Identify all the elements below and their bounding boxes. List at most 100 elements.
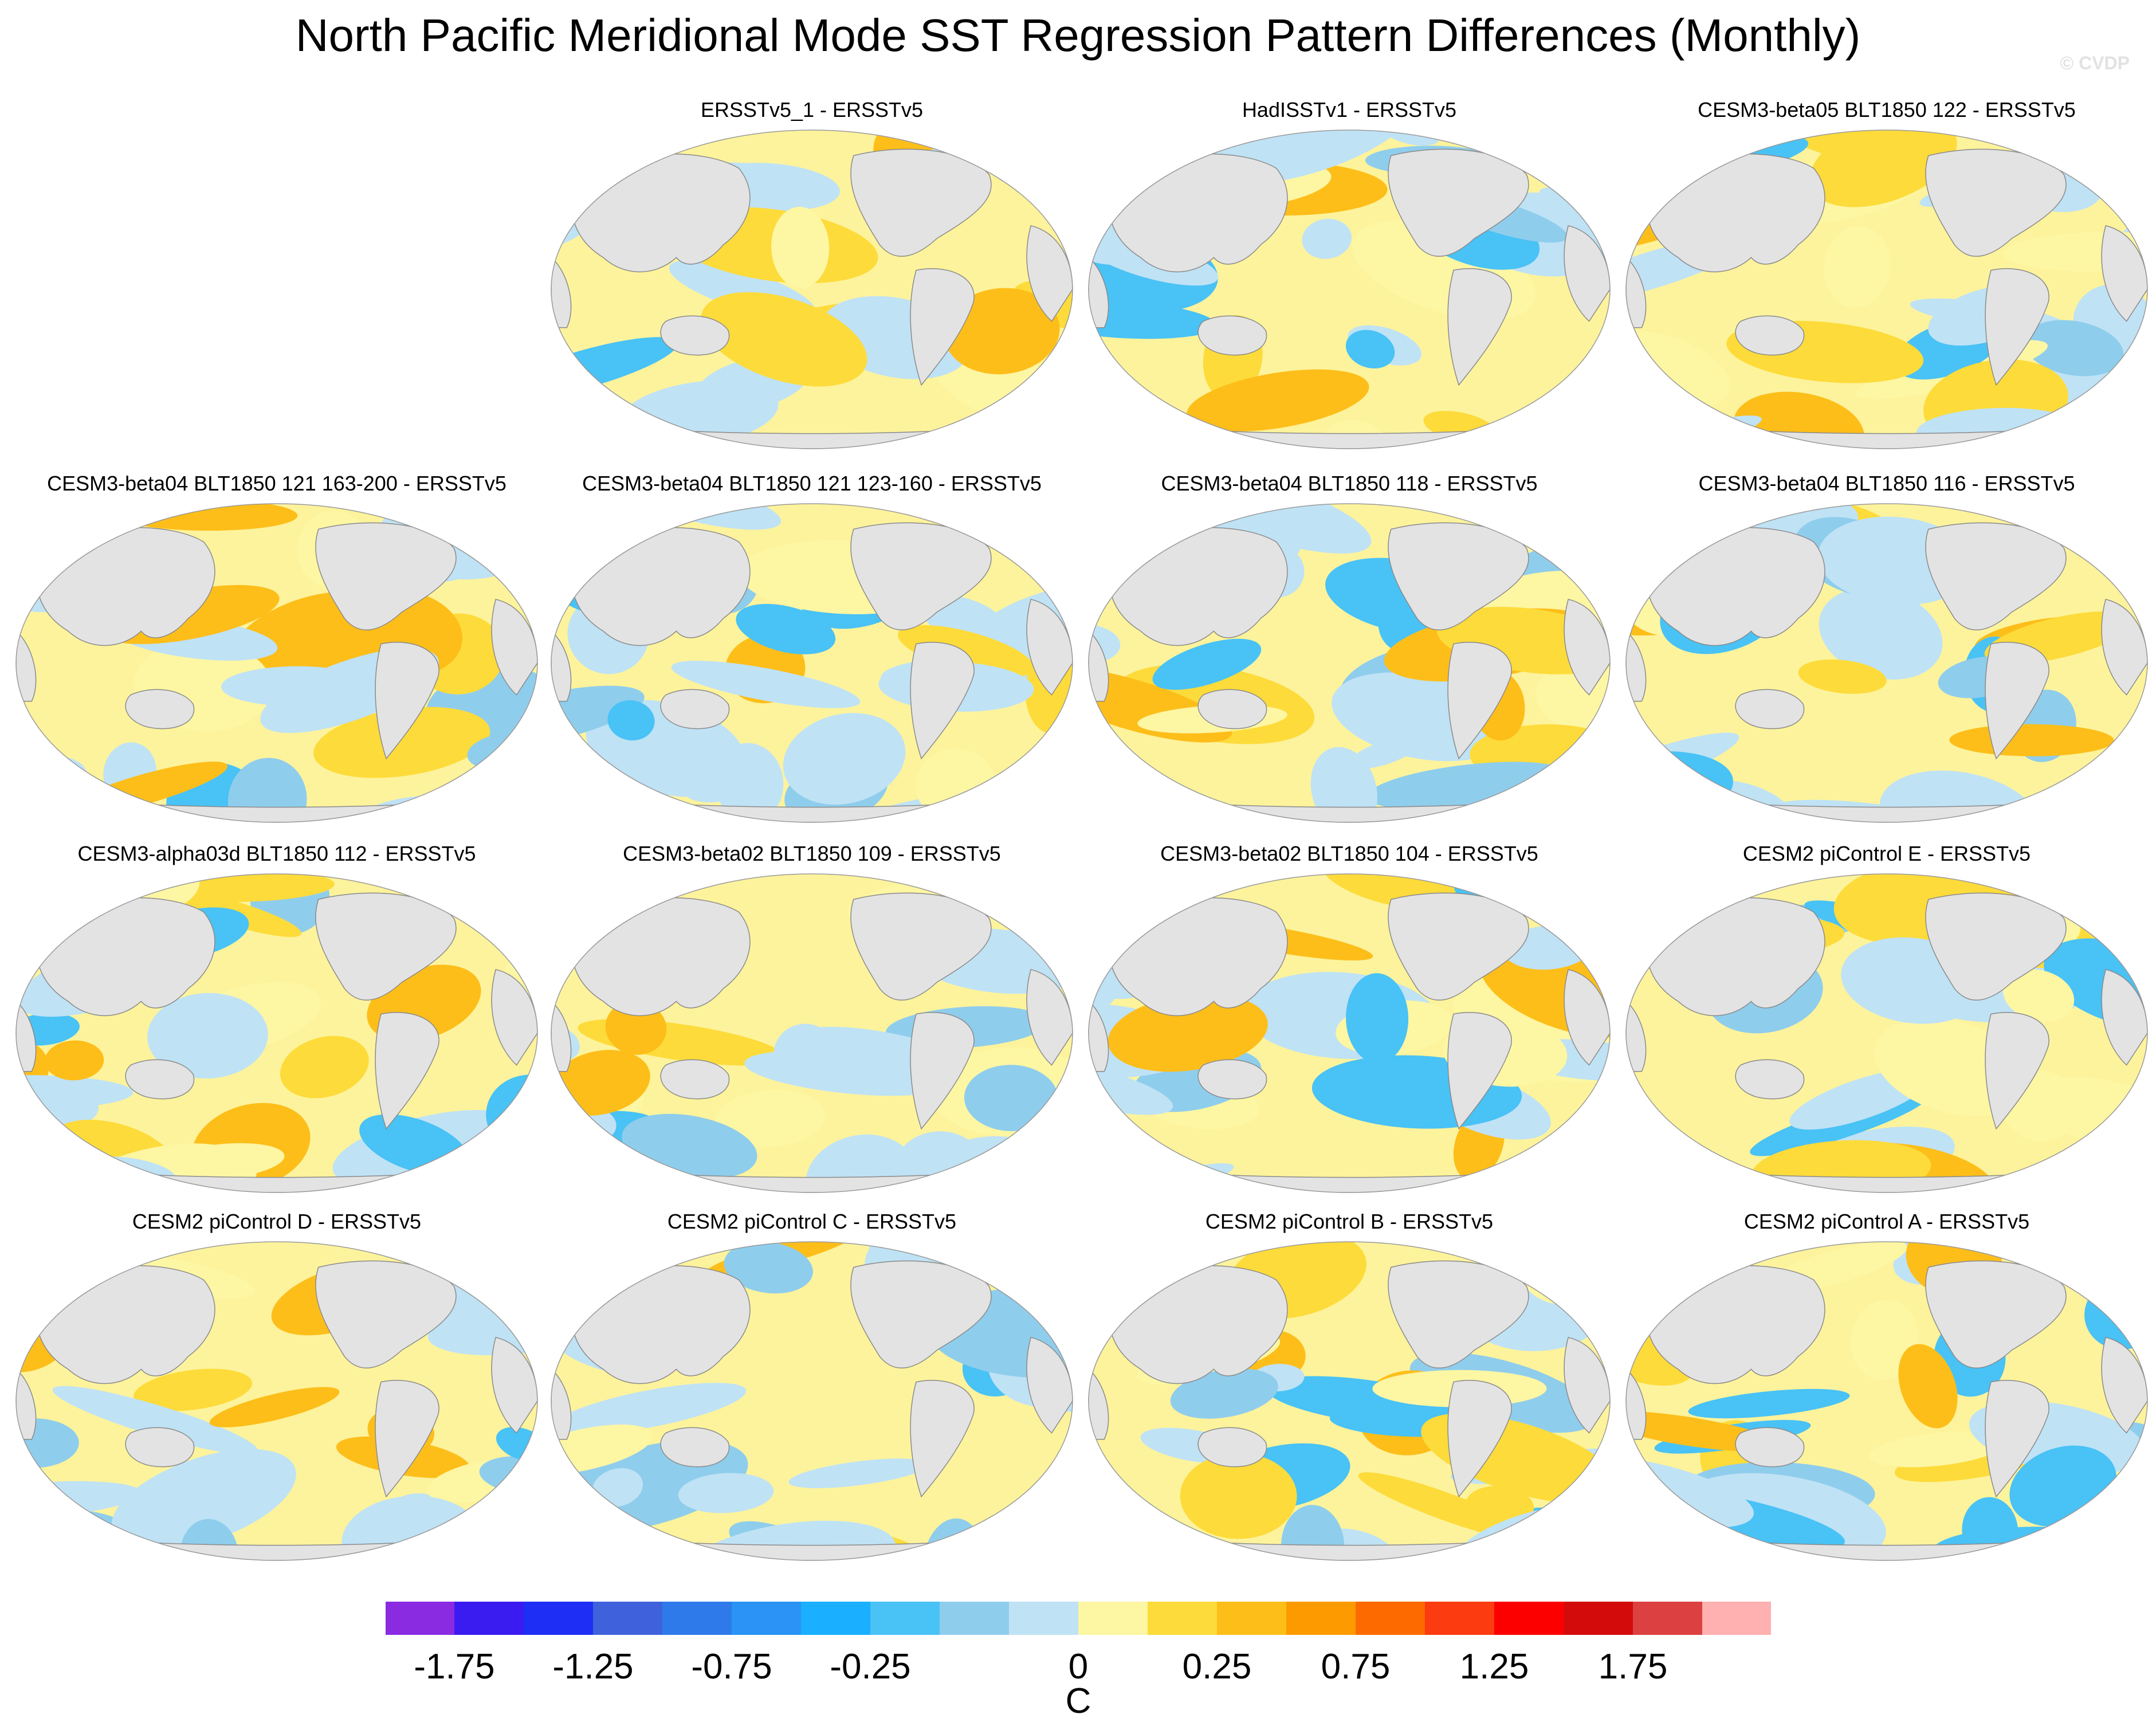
panel-title: CESM3-beta05 BLT1850 122 - ERSSTv5 bbox=[1698, 98, 2076, 121]
anomaly-contour bbox=[1152, 638, 1262, 690]
anomaly-contour bbox=[788, 1458, 928, 1488]
anomaly-contour bbox=[1688, 1388, 1850, 1419]
colorbar-swatches bbox=[385, 1601, 1772, 1635]
anomaly-contour bbox=[1108, 994, 1268, 1072]
panel-title: CESM3-beta04 BLT1850 121 163-200 - ERSST… bbox=[47, 472, 506, 495]
anomaly-contour bbox=[1089, 1057, 1173, 1115]
anomaly-contour bbox=[1210, 130, 1415, 184]
map-border bbox=[1088, 130, 1611, 449]
colorbar-swatch bbox=[1356, 1601, 1425, 1635]
anomaly-contour bbox=[1187, 369, 1369, 432]
anomaly-contour bbox=[147, 993, 268, 1079]
land-mass bbox=[1626, 1368, 1647, 1440]
colorbar-swatch bbox=[1494, 1601, 1564, 1635]
anomaly-contour bbox=[1869, 1431, 2006, 1468]
anomaly-contour bbox=[551, 1424, 653, 1475]
colorbar-units: C bbox=[1065, 1681, 1091, 1721]
colorbar-tick-label: -0.25 bbox=[830, 1647, 911, 1686]
land-mass bbox=[2101, 968, 2147, 1066]
land-mass bbox=[1089, 256, 1109, 328]
colorbar-labels: -1.75 -1.25 -0.75 -0.25 0 0.25 0.75 1.25 1.75 bbox=[385, 1647, 1772, 1693]
land-mass bbox=[660, 315, 730, 356]
anomaly-contour bbox=[111, 1449, 296, 1550]
colorbar-swatch bbox=[940, 1601, 1010, 1635]
panel-title: CESM3-beta04 BLT1850 121 123-160 - ERSST… bbox=[582, 472, 1042, 495]
colorbar-swatch bbox=[385, 1601, 455, 1635]
land-mass bbox=[910, 1380, 975, 1498]
anomaly-contour bbox=[1180, 1453, 1297, 1539]
world-map bbox=[551, 503, 1073, 823]
land-mass bbox=[1447, 642, 1512, 760]
land-mass bbox=[315, 522, 457, 631]
land-mass bbox=[1925, 1260, 2067, 1369]
colorbar-swatch bbox=[1078, 1601, 1148, 1635]
land-mass bbox=[16, 630, 37, 702]
land-mass bbox=[1388, 522, 1529, 631]
anomaly-contour bbox=[607, 700, 655, 741]
land-mass bbox=[1197, 315, 1267, 356]
anomaly-contour bbox=[1089, 803, 1209, 822]
land-mass bbox=[1985, 1012, 2049, 1130]
land-mass bbox=[1626, 256, 1647, 328]
land-mass bbox=[850, 1260, 992, 1369]
land-mass bbox=[1197, 689, 1267, 729]
anomaly-contour bbox=[551, 1517, 646, 1560]
map-border bbox=[1088, 873, 1611, 1193]
land-mass bbox=[1985, 642, 2049, 760]
map-border bbox=[1088, 503, 1611, 823]
map-panel: CESM3-beta04 BLT1850 116 - ERSSTv5 bbox=[1620, 471, 2153, 832]
anomaly-contour bbox=[551, 685, 645, 749]
colorbar-swatch bbox=[1009, 1601, 1079, 1635]
anomaly-contour bbox=[552, 1383, 747, 1435]
land-mass bbox=[850, 148, 992, 257]
anomaly-contour bbox=[1043, 1521, 1073, 1558]
colorbar-swatch bbox=[1702, 1601, 1772, 1635]
colorbar-swatch bbox=[524, 1601, 594, 1635]
colorbar-tick-label: 0.25 bbox=[1182, 1647, 1252, 1686]
anomaly-contour bbox=[1798, 659, 1887, 694]
land-mass bbox=[1026, 598, 1073, 696]
anomaly-contour bbox=[1824, 226, 1891, 308]
anomaly-contour bbox=[783, 713, 906, 805]
anomaly-contour bbox=[714, 1089, 826, 1148]
colorbar-swatch bbox=[593, 1601, 663, 1635]
land-mass bbox=[551, 1368, 572, 1440]
land-mass bbox=[1564, 598, 1610, 696]
map-panel: CESM3-beta05 BLT1850 122 - ERSSTv5 bbox=[1620, 97, 2153, 458]
anomaly-contour bbox=[671, 661, 861, 708]
anomaly-contour bbox=[678, 1473, 774, 1513]
land-mass bbox=[1985, 268, 2049, 386]
land-mass bbox=[660, 1427, 730, 1468]
anomaly-contour bbox=[771, 206, 830, 288]
panel-title: CESM3-beta02 BLT1850 109 - ERSSTv5 bbox=[623, 842, 1001, 865]
colorbar-swatch bbox=[454, 1601, 524, 1635]
map-border bbox=[1625, 1241, 2148, 1561]
map-border bbox=[551, 1241, 1073, 1561]
colorbar-tick-label: 1.75 bbox=[1598, 1647, 1668, 1686]
map-panel: CESM2 piControl B - ERSSTv5 bbox=[1083, 1209, 1616, 1570]
anomaly-contour bbox=[1302, 218, 1352, 259]
colorbar-swatch bbox=[662, 1601, 732, 1635]
map-panel: CESM3-alpha03d BLT1850 112 - ERSSTv5 bbox=[10, 841, 543, 1202]
world-map bbox=[551, 130, 1073, 449]
land-mass bbox=[1447, 1012, 1512, 1130]
panel-title: CESM2 piControl D - ERSSTv5 bbox=[132, 1210, 422, 1233]
land-mass bbox=[910, 642, 975, 760]
panel-title: CESM2 piControl E - ERSSTv5 bbox=[1742, 842, 2031, 865]
world-map bbox=[1625, 1241, 2148, 1561]
map-border bbox=[15, 503, 538, 823]
land-mass bbox=[1026, 968, 1073, 1066]
map-border bbox=[1625, 873, 2148, 1193]
land-mass bbox=[1089, 1000, 1109, 1072]
colorbar-swatch bbox=[1425, 1601, 1495, 1635]
anomaly-contour bbox=[161, 1143, 285, 1180]
map-panel: HadISSTv1 - ERSSTv5 bbox=[1083, 97, 1616, 458]
land-mass bbox=[491, 598, 537, 696]
land-mass bbox=[1735, 1059, 1805, 1100]
world-map bbox=[551, 873, 1073, 1193]
anomaly-contour bbox=[990, 401, 1048, 449]
land-mass bbox=[1564, 968, 1610, 1066]
map-panel: CESM3-beta04 BLT1850 118 - ERSSTv5 bbox=[1083, 471, 1616, 832]
panel-title: ERSSTv5_1 - ERSSTv5 bbox=[700, 98, 924, 121]
land-mass bbox=[1089, 1368, 1109, 1440]
